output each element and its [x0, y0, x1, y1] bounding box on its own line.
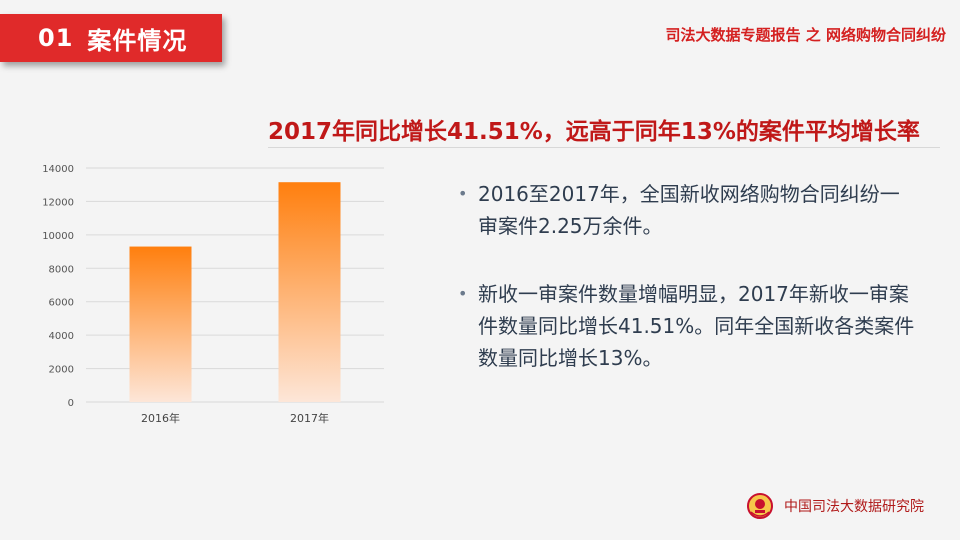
section-number: 01	[38, 24, 74, 52]
section-tab: 01 案件情况	[0, 14, 222, 62]
bullet-dot-icon: •	[458, 184, 468, 203]
bar	[278, 182, 341, 402]
court-emblem-icon	[747, 493, 773, 519]
bullet-item: • 新收一审案件数量增幅明显，2017年新收一审案件数量同比增长41.51%。同…	[458, 278, 918, 374]
org-name: 中国司法大数据研究院	[784, 499, 924, 515]
y-tick-label: 12000	[42, 197, 74, 208]
bar-chart: 0 2000 4000 6000 8000 10000 12000 14000 2016年 201…	[42, 164, 384, 425]
y-tick-label: 0	[68, 398, 74, 409]
report-subtitle: 司法大数据专题报告 之 网络购物合同纠纷	[665, 26, 946, 44]
y-tick-label: 6000	[49, 298, 74, 309]
bullet-text: 新收一审案件数量增幅明显，2017年新收一审案件数量同比增长41.51%。同年全…	[478, 282, 915, 370]
bullet-text: 2016至2017年，全国新收网络购物合同纠纷一审案件2.25万余件。	[478, 182, 900, 238]
y-tick-label: 14000	[42, 164, 74, 175]
bullet-list: • 2016至2017年，全国新收网络购物合同纠纷一审案件2.25万余件。 • …	[458, 178, 918, 410]
x-tick-label: 2016年	[141, 411, 180, 425]
bullet-item: • 2016至2017年，全国新收网络购物合同纠纷一审案件2.25万余件。	[458, 178, 918, 242]
y-tick-label: 8000	[49, 264, 74, 275]
bar	[129, 246, 192, 402]
section-title: 案件情况	[87, 26, 188, 55]
y-tick-label: 4000	[49, 331, 74, 342]
x-tick-label: 2017年	[290, 411, 329, 425]
headline-divider	[268, 147, 940, 148]
headline: 2017年同比增长41.51%，远高于同年13%的案件平均增长率	[268, 119, 920, 145]
y-tick-label: 10000	[42, 231, 74, 242]
bullet-dot-icon: •	[458, 284, 468, 303]
y-tick-label: 2000	[49, 365, 74, 376]
